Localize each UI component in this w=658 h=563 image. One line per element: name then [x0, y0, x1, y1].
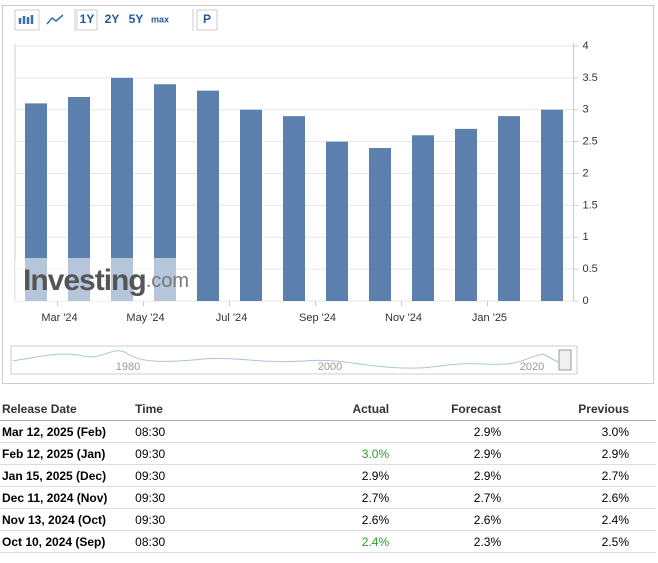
time-cell: 09:30	[133, 464, 262, 487]
release-row: Jan 15, 2025 (Dec) 09:30 2.9% 2.9% 2.7%	[0, 464, 656, 487]
x-tick-label: Mar '24	[41, 312, 77, 324]
watermark: Investing.com	[23, 264, 189, 297]
range-button-frame	[196, 9, 218, 31]
date-cell: Jan 15, 2025 (Dec)	[0, 464, 134, 487]
y-tick-label: 2	[583, 167, 589, 179]
release-row: Mar 12, 2025 (Feb) 08:30 2.9% 3.0%	[0, 420, 656, 443]
date-cell: Dec 11, 2024 (Nov)	[0, 486, 134, 509]
range-button[interactable]: max	[151, 14, 169, 24]
time-cell: 09:30	[133, 508, 262, 531]
range-button[interactable]: P	[203, 12, 211, 26]
watermark-backdrop	[15, 258, 177, 301]
bar	[154, 84, 176, 301]
x-tick-label: May '24	[126, 312, 164, 324]
y-tick-label: 0.5	[583, 263, 598, 275]
line-icon[interactable]	[46, 14, 64, 25]
actual-cell: 2.9%	[261, 464, 417, 487]
bar	[326, 141, 348, 301]
navigator-label: 1980	[116, 361, 140, 373]
navigator-line	[12, 350, 559, 369]
navigator-handle[interactable]	[558, 349, 572, 371]
bar	[455, 128, 477, 301]
previous-cell: 2.9%	[528, 442, 656, 465]
x-tick-label: Sep '24	[299, 312, 336, 324]
x-tick-label: Jan '25	[472, 312, 507, 324]
time-cell: 08:30	[133, 420, 262, 443]
time-cell: 08:30	[133, 530, 262, 553]
y-tick-label: 4	[583, 40, 589, 52]
range-button[interactable]: 2Y	[105, 12, 120, 26]
release-row: Oct 10, 2024 (Sep) 08:30 2.4% 2.3% 2.5%	[0, 530, 656, 553]
forecast-cell: 2.7%	[416, 486, 529, 509]
date-cell: Mar 12, 2025 (Feb)	[0, 420, 134, 443]
y-tick-label: 3	[583, 104, 589, 116]
column-header: Release Date	[0, 398, 134, 421]
actual-cell	[261, 420, 417, 443]
bar	[283, 116, 305, 301]
previous-cell: 3.0%	[528, 420, 656, 443]
actual-cell: 2.6%	[261, 508, 417, 531]
bar	[412, 135, 434, 301]
date-cell: Feb 12, 2025 (Jan)	[0, 442, 134, 465]
watermark-suffix: .com	[146, 270, 189, 292]
bar	[369, 148, 391, 301]
forecast-cell: 2.9%	[416, 464, 529, 487]
bar-icon	[18, 15, 34, 24]
bar	[197, 90, 219, 301]
x-tick-label: Jul '24	[216, 312, 247, 324]
release-row: Feb 12, 2025 (Jan) 09:30 3.0% 2.9% 2.9%	[0, 442, 656, 465]
chart: 1Y 2Y 5Y max P 0 0.5 1 1.5 2 2.5 3 3.5 4 Mar '24 May '2…	[10, 9, 598, 375]
forecast-cell: 2.9%	[416, 442, 529, 465]
forecast-cell: 2.3%	[416, 530, 529, 553]
y-tick-label: 2.5	[583, 136, 598, 148]
bar	[111, 77, 133, 301]
column-header: Forecast	[416, 398, 529, 421]
bar	[240, 109, 262, 301]
actual-cell: 3.0%	[261, 442, 417, 465]
date-cell: Nov 13, 2024 (Oct)	[0, 508, 134, 531]
range-button-frame	[76, 9, 98, 31]
actual-cell: 2.7%	[261, 486, 417, 509]
bar	[541, 109, 563, 301]
range-button[interactable]: 5Y	[129, 12, 144, 26]
forecast-cell: 2.6%	[416, 508, 529, 531]
bar	[498, 116, 520, 301]
release-row: Dec 11, 2024 (Nov) 09:30 2.7% 2.7% 2.6%	[0, 486, 656, 509]
column-header: Previous	[528, 398, 656, 421]
header-row: Release Date Time Actual Forecast Previous	[0, 398, 656, 421]
date-cell: Oct 10, 2024 (Sep)	[0, 530, 134, 553]
range-button[interactable]: 1Y	[80, 12, 95, 26]
previous-cell: 2.5%	[528, 530, 656, 553]
previous-cell: 2.6%	[528, 486, 656, 509]
chart-frame: 1Y 2Y 5Y max P 0 0.5 1 1.5 2 2.5 3 3.5 4 Mar '24 May '2…	[2, 5, 654, 384]
releases-table: Release Date Time Actual Forecast Previous Ma…	[0, 398, 656, 553]
y-tick-label: 1.5	[583, 199, 598, 211]
y-tick-label: 1	[583, 231, 589, 243]
time-cell: 09:30	[133, 486, 262, 509]
previous-cell: 2.7%	[528, 464, 656, 487]
navigator-label: 2000	[318, 361, 342, 373]
navigator[interactable]	[10, 345, 578, 375]
previous-cell: 2.4%	[528, 508, 656, 531]
bar	[25, 103, 47, 301]
bar	[68, 97, 90, 301]
x-tick-label: Nov '24	[385, 312, 422, 324]
forecast-cell: 2.9%	[416, 420, 529, 443]
time-cell: 09:30	[133, 442, 262, 465]
column-header: Actual	[261, 398, 417, 421]
column-header: Time	[133, 398, 262, 421]
watermark-brand: Investing	[23, 264, 146, 297]
y-tick-label: 3.5	[583, 72, 598, 84]
release-row: Nov 13, 2024 (Oct) 09:30 2.6% 2.6% 2.4%	[0, 508, 656, 531]
y-tick-label: 0	[583, 295, 589, 307]
actual-cell: 2.4%	[261, 530, 417, 553]
navigator-label: 2020	[520, 361, 544, 373]
